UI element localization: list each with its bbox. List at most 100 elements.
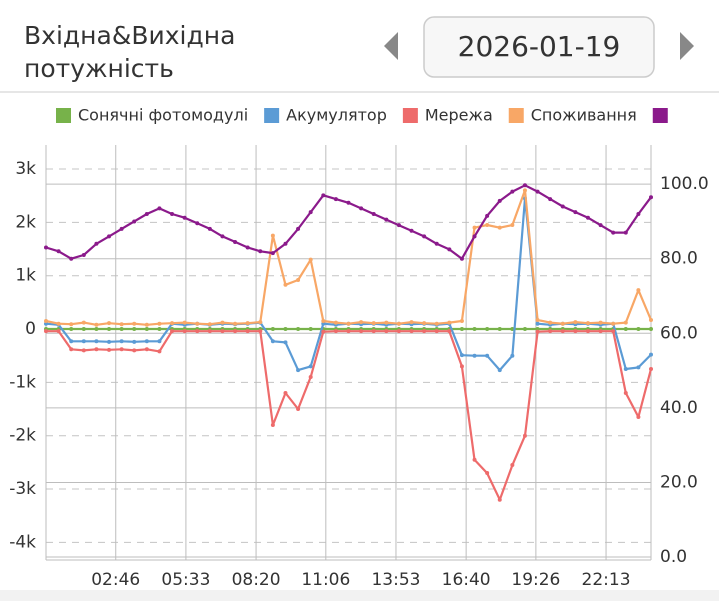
series-point: [560, 204, 565, 209]
series-point: [283, 327, 288, 332]
series-point: [649, 352, 653, 357]
series-point: [371, 211, 376, 216]
series-point: [459, 256, 464, 261]
series-point: [472, 225, 477, 230]
series-point: [585, 329, 590, 334]
series-point: [270, 327, 275, 332]
series-point: [44, 245, 48, 250]
y-tick-label: -2k: [9, 426, 36, 446]
series-point: [245, 245, 250, 250]
series-point: [623, 320, 628, 325]
series-point: [107, 321, 112, 326]
series-point: [308, 257, 313, 262]
series-point: [522, 183, 527, 188]
series-point: [296, 327, 301, 332]
series-point: [132, 327, 137, 332]
series-point: [258, 329, 263, 334]
legend-label: Сонячні фотомодулі: [78, 106, 248, 125]
series-point: [497, 327, 502, 332]
series-point: [245, 329, 250, 334]
series-point: [497, 497, 502, 502]
series-point: [346, 321, 351, 326]
series-point: [422, 234, 427, 239]
legend-swatch: [652, 108, 668, 123]
series-point: [333, 320, 338, 325]
series-point: [384, 320, 389, 325]
legend-swatch: [264, 108, 280, 123]
series-point: [258, 249, 263, 254]
series-point: [573, 210, 578, 215]
series-point: [132, 321, 137, 326]
series-point: [649, 327, 653, 332]
series-point: [321, 319, 326, 324]
series-point: [548, 197, 553, 202]
series-point: [144, 339, 149, 344]
series-point: [157, 327, 162, 332]
series-point: [535, 189, 540, 194]
series-point: [409, 228, 414, 233]
series-point: [296, 277, 301, 282]
series-point: [598, 223, 603, 228]
series-point: [144, 322, 149, 327]
series-point: [132, 348, 137, 353]
legend-label: Мережа: [425, 106, 493, 125]
series-point: [611, 230, 616, 235]
series-point: [459, 353, 464, 358]
series-point: [296, 407, 301, 412]
series-point: [459, 327, 464, 332]
series-point: [333, 329, 338, 334]
series-point: [94, 241, 99, 246]
series-point: [447, 329, 452, 334]
series-point: [107, 327, 112, 332]
series-point: [270, 339, 275, 344]
series-point: [485, 327, 490, 332]
series-point: [535, 317, 540, 322]
series-point: [296, 368, 301, 373]
series-point: [94, 339, 99, 344]
series-point: [384, 329, 389, 334]
series-point: [94, 347, 99, 352]
series-point: [170, 321, 175, 326]
series-point: [182, 215, 187, 220]
series-point: [283, 340, 288, 345]
series-point: [636, 415, 641, 420]
series-point: [497, 368, 502, 373]
series-point: [623, 230, 628, 235]
series-point: [321, 193, 326, 198]
series-point: [144, 347, 149, 352]
series-point: [485, 353, 490, 358]
series-point: [170, 329, 175, 334]
series-point: [119, 226, 124, 231]
x-tick-label: 22:13: [582, 570, 631, 590]
series-point: [472, 327, 477, 332]
series-point: [157, 206, 162, 211]
series-point: [447, 247, 452, 252]
series-point: [283, 391, 288, 396]
series-point: [233, 239, 238, 244]
y-tick-label: 3k: [15, 159, 36, 179]
y2-tick-label: 60.0: [660, 323, 698, 343]
series-point: [157, 339, 162, 344]
series-point: [649, 195, 653, 200]
next-day-arrow[interactable]: [680, 32, 694, 60]
series-point: [522, 433, 527, 438]
series-point: [434, 321, 439, 326]
series-point: [535, 321, 540, 326]
series-point: [535, 329, 540, 334]
series-point: [220, 329, 225, 334]
series-point: [233, 329, 238, 334]
series-point: [510, 223, 515, 228]
series-point: [371, 329, 376, 334]
series-point: [195, 329, 200, 334]
series-point: [56, 321, 61, 326]
prev-day-arrow[interactable]: [384, 32, 398, 60]
series-point: [548, 329, 553, 334]
series-point: [220, 234, 225, 239]
series-point: [94, 322, 99, 327]
date-box[interactable]: [423, 16, 655, 78]
series-point: [44, 319, 48, 324]
series-point: [283, 282, 288, 287]
x-tick-label: 16:40: [442, 570, 491, 590]
series-point: [472, 353, 477, 358]
